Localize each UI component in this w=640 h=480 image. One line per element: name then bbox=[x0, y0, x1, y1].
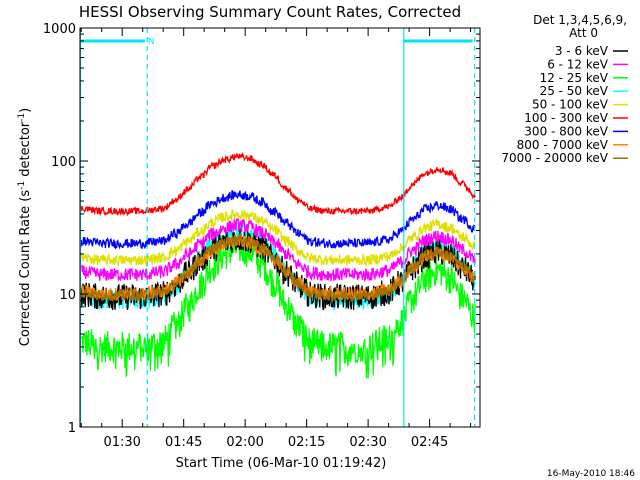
legend-header-line-1: Det 1,3,4,5,6,9, bbox=[533, 13, 627, 27]
flag-bar-label: N bbox=[148, 37, 155, 47]
series-layer bbox=[80, 151, 476, 379]
series-line bbox=[80, 209, 476, 268]
x-tick-label: 01:30 bbox=[103, 435, 140, 450]
legend-label: 3 - 6 keV bbox=[555, 44, 609, 58]
y-label-part-1: Corrected Count Rate (s bbox=[18, 190, 33, 347]
footer-timestamp: 16-May-2010 18:46 bbox=[547, 469, 635, 479]
y-tick-label: 10 bbox=[59, 288, 76, 303]
y-tick-label: 1000 bbox=[43, 22, 76, 37]
series-line bbox=[80, 216, 476, 283]
y-tick-label: 1 bbox=[68, 421, 76, 436]
y-axis-label: Corrected Count Rate (s-1 detector-1) bbox=[17, 108, 33, 346]
legend-label: 7000 - 20000 keV bbox=[501, 151, 608, 165]
legend-header-line-2: Att 0 bbox=[569, 26, 598, 40]
legend-label: 6 - 12 keV bbox=[547, 57, 609, 71]
series-line bbox=[80, 151, 476, 217]
plot-frame bbox=[79, 27, 481, 428]
y-tick-label: 100 bbox=[51, 155, 76, 170]
legend-label: 25 - 50 keV bbox=[540, 84, 609, 98]
y-label-sup-2: -1 bbox=[17, 113, 27, 122]
y-label-sup-1: -1 bbox=[17, 181, 27, 190]
x-tick-label: 02:15 bbox=[288, 435, 325, 450]
legend-label: 100 - 300 keV bbox=[524, 111, 608, 125]
x-tick-label: 02:00 bbox=[226, 435, 263, 450]
series-line bbox=[80, 190, 476, 250]
chart-title: HESSI Observing Summary Count Rates, Cor… bbox=[79, 3, 461, 21]
legend-label: 800 - 7000 keV bbox=[517, 138, 609, 152]
y-axis: 1 10 100 1000 bbox=[43, 22, 480, 436]
x-axis-label: Start Time (06-Mar-10 01:19:42) bbox=[176, 456, 387, 471]
x-axis: 01:30 01:45 02:00 02:15 02:30 02:45 bbox=[80, 28, 472, 450]
legend-label: 300 - 800 keV bbox=[524, 124, 608, 138]
y-label-part-2: detector bbox=[18, 121, 33, 181]
x-tick-label: 01:45 bbox=[165, 435, 202, 450]
y-label-part-3: ) bbox=[18, 108, 33, 113]
x-tick-label: 02:45 bbox=[411, 435, 448, 450]
legend-label: 12 - 25 keV bbox=[540, 71, 609, 85]
x-tick-label: 02:30 bbox=[349, 435, 386, 450]
legend-label: 50 - 100 keV bbox=[532, 98, 609, 112]
